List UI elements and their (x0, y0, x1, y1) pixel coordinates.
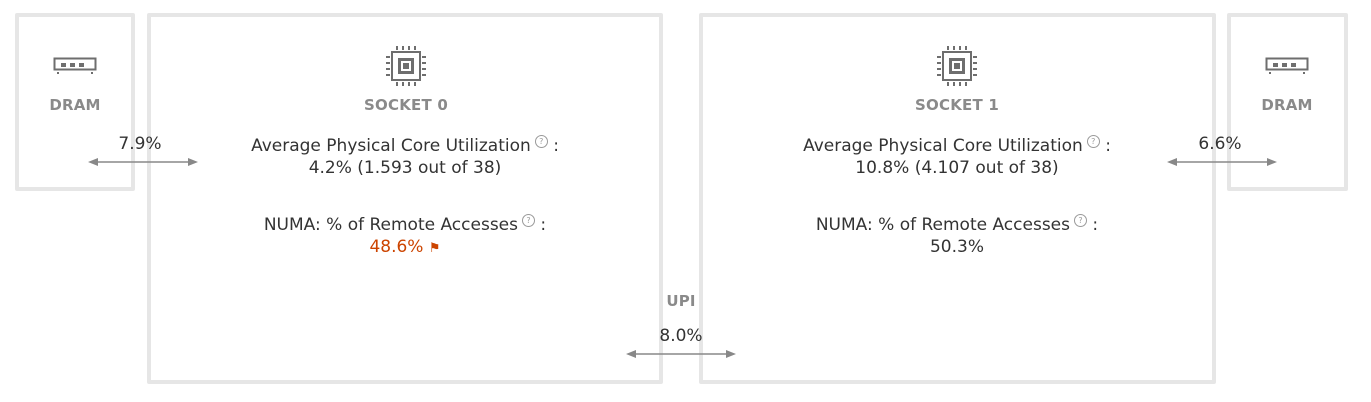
double-arrow-icon (88, 158, 198, 166)
socket-1-core-utilization: Average Physical Core Utilization? : 10.… (722, 135, 1192, 179)
dram0-socket0-bandwidth: 7.9% (118, 134, 162, 154)
help-icon[interactable]: ? (1086, 135, 1100, 149)
double-arrow-icon (626, 350, 736, 358)
core-util-label: Average Physical Core Utilization (251, 136, 531, 156)
memory-icon (1265, 57, 1309, 74)
memory-icon (53, 57, 97, 74)
numa-value: 48.6% (369, 237, 424, 257)
core-util-value: 10.8% (4.107 out of 38) (855, 158, 1059, 178)
dram-left-label: DRAM (49, 96, 101, 114)
cpu-chip-icon (937, 46, 977, 86)
socket-0-label: SOCKET 0 (364, 96, 448, 114)
upi-label: UPI (666, 292, 696, 310)
colon: : (553, 136, 559, 156)
socket-0-panel (147, 13, 663, 384)
help-icon[interactable]: ? (1074, 214, 1087, 228)
dram-left-panel (15, 13, 135, 191)
cpu-chip-icon (386, 46, 426, 86)
socket-0-numa: NUMA: % of Remote Accesses? : 48.6% ⚑ (170, 214, 640, 260)
numa-label: NUMA: % of Remote Accesses (815, 215, 1070, 235)
dram-right-panel (1227, 13, 1348, 191)
core-util-label: Average Physical Core Utilization (803, 136, 1083, 156)
socket-1-numa: NUMA: % of Remote Accesses? : 50.3% (722, 214, 1192, 258)
upi-bandwidth: 8.0% (659, 326, 703, 346)
dram-right-label: DRAM (1261, 96, 1313, 114)
help-icon[interactable]: ? (534, 135, 548, 149)
colon: : (1092, 215, 1099, 235)
double-arrow-icon (1167, 158, 1277, 166)
socket1-dram1-bandwidth: 6.6% (1198, 134, 1242, 154)
warning-flag-icon[interactable]: ⚑ (428, 241, 441, 256)
socket-1-label: SOCKET 1 (915, 96, 999, 114)
socket-0-core-utilization: Average Physical Core Utilization? : 4.2… (170, 135, 640, 179)
colon: : (1105, 136, 1111, 156)
core-util-value: 4.2% (1.593 out of 38) (308, 158, 502, 178)
colon: : (540, 215, 547, 235)
numa-value: 50.3% (929, 237, 984, 257)
help-icon[interactable]: ? (522, 214, 535, 228)
numa-label: NUMA: % of Remote Accesses (263, 215, 518, 235)
socket-1-panel (699, 13, 1216, 384)
